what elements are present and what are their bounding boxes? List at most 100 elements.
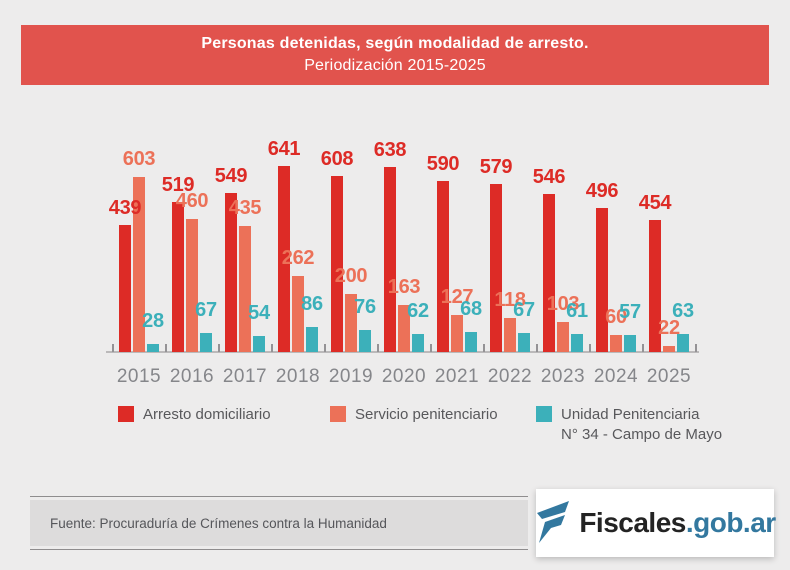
bar-fill bbox=[133, 177, 145, 352]
axis-tick bbox=[112, 344, 114, 352]
bar-value-label: 67 bbox=[513, 298, 535, 321]
bar-value-label: 68 bbox=[460, 298, 482, 321]
bar-value-label: 579 bbox=[479, 156, 513, 179]
bar-value-label: 62 bbox=[407, 300, 429, 323]
bar-group-2021: 590 127 68 bbox=[427, 153, 482, 352]
bar-servicio-penitenciario-2025: 22 bbox=[658, 317, 680, 352]
source-text: Fuente: Procuraduría de Crímenes contra … bbox=[50, 515, 387, 531]
axis-tick bbox=[165, 344, 167, 352]
bar-arresto-domiciliario-2017: 549 bbox=[215, 165, 248, 352]
bar-value-label: 590 bbox=[426, 152, 460, 175]
x-axis-label-2017: 2017 bbox=[222, 366, 268, 387]
bar-value-label: 200 bbox=[334, 265, 368, 287]
logo-wordmark: Fiscales.gob.ar bbox=[579, 507, 776, 539]
bar-arresto-domiciliario-2021: 590 bbox=[427, 153, 460, 352]
bar-group-2016: 519 460 67 bbox=[162, 174, 217, 352]
bar-fill bbox=[306, 327, 318, 352]
axis-tick bbox=[218, 344, 220, 352]
bar-value-label: 454 bbox=[638, 192, 672, 215]
chart-subtitle: Periodización 2015-2025 bbox=[304, 57, 486, 74]
bar-fill bbox=[624, 335, 636, 352]
bar-arresto-domiciliario-2015: 439 bbox=[109, 197, 142, 352]
legend-item-servicio-penitenciario: Servicio penitenciario bbox=[330, 405, 498, 425]
bar-arresto-domiciliario-2022: 579 bbox=[480, 156, 513, 352]
bar-arresto-domiciliario-2024: 496 bbox=[586, 180, 619, 352]
bar-group-2018: 641 262 86 bbox=[268, 138, 323, 352]
source-note: Fuente: Procuraduría de Crímenes contra … bbox=[30, 500, 528, 546]
x-axis-label-2024: 2024 bbox=[593, 366, 639, 387]
bar-fill bbox=[200, 332, 212, 352]
bar-value-label: 496 bbox=[585, 180, 619, 203]
legend-item-unidad-penitenciaria: Unidad Penitenciaria N° 34 - Campo de Ma… bbox=[536, 405, 722, 444]
bar-value-label: 57 bbox=[619, 301, 641, 324]
bar-fill bbox=[253, 336, 265, 352]
x-axis-label-2020: 2020 bbox=[381, 366, 427, 387]
bar-unidad-penitenciaria-2020: 62 bbox=[407, 300, 429, 352]
legend-swatch-teal bbox=[536, 406, 552, 422]
chart-title: Personas detenidas, según modalidad de a… bbox=[201, 35, 589, 53]
bar-unidad-penitenciaria-2021: 68 bbox=[460, 298, 482, 352]
bar-servicio-penitenciario-2021: 127 bbox=[441, 286, 474, 352]
logo-suffix: .gob.ar bbox=[685, 507, 776, 538]
bar-servicio-penitenciario-2015: 603 bbox=[123, 148, 156, 352]
bar-fill bbox=[437, 180, 449, 352]
bar-fill bbox=[345, 294, 357, 352]
legend-label: Unidad Penitenciaria N° 34 - Campo de Ma… bbox=[561, 406, 723, 443]
x-axis-label-2019: 2019 bbox=[328, 366, 374, 387]
bar-fill bbox=[172, 201, 184, 352]
bar-fill bbox=[663, 345, 675, 352]
bar-value-label: 67 bbox=[195, 298, 217, 321]
bar-value-label: 460 bbox=[175, 189, 209, 212]
bar-fill bbox=[147, 343, 159, 352]
bar-arresto-domiciliario-2016: 519 bbox=[162, 174, 195, 352]
x-axis-label-2022: 2022 bbox=[487, 366, 533, 387]
bar-group-2024: 496 60 57 bbox=[586, 180, 641, 352]
divider-bottom bbox=[30, 549, 528, 550]
bar-value-label: 608 bbox=[320, 147, 354, 170]
bar-arresto-domiciliario-2025: 454 bbox=[639, 192, 672, 352]
bar-value-label: 61 bbox=[566, 300, 588, 323]
axis-tick bbox=[695, 344, 697, 352]
bar-group-2025: 454 22 63 bbox=[639, 192, 694, 352]
x-axis-label-2018: 2018 bbox=[275, 366, 321, 387]
bar-unidad-penitenciaria-2016: 67 bbox=[195, 299, 217, 352]
bar-value-label: 546 bbox=[532, 165, 566, 188]
bar-fill bbox=[384, 166, 396, 352]
bar-servicio-penitenciario-2023: 103 bbox=[547, 293, 580, 352]
bar-group-2020: 638 163 62 bbox=[374, 139, 429, 352]
bar-value-label: 76 bbox=[354, 295, 376, 318]
bar-value-label: 127 bbox=[440, 286, 474, 309]
bar-fill bbox=[490, 184, 502, 352]
bar-fill bbox=[186, 218, 198, 352]
bar-fill bbox=[239, 225, 251, 352]
bar-servicio-penitenciario-2017: 435 bbox=[229, 197, 262, 352]
axis-tick bbox=[324, 344, 326, 352]
bar-fill bbox=[677, 333, 689, 352]
bar-fill bbox=[610, 334, 622, 352]
legend-swatch-red bbox=[118, 406, 134, 422]
bar-value-label: 519 bbox=[161, 173, 195, 196]
bar-value-label: 549 bbox=[214, 164, 248, 187]
x-axis-label-2021: 2021 bbox=[434, 366, 480, 387]
bar-fill bbox=[398, 304, 410, 352]
bar-fill bbox=[518, 332, 530, 352]
bar-value-label: 63 bbox=[672, 299, 694, 322]
axis-tick bbox=[536, 344, 538, 352]
bar-fill bbox=[557, 322, 569, 352]
bar-unidad-penitenciaria-2018: 86 bbox=[301, 293, 323, 352]
bar-value-label: 638 bbox=[373, 138, 407, 161]
logo-name: Fiscales bbox=[579, 507, 686, 538]
bar-unidad-penitenciaria-2015: 28 bbox=[142, 310, 164, 352]
bar-group-2015: 439 603 28 bbox=[109, 148, 164, 352]
bar-value-label: 163 bbox=[387, 275, 421, 298]
bar-fill bbox=[359, 329, 371, 352]
bar-value-label: 22 bbox=[658, 316, 680, 339]
bar-fill bbox=[596, 208, 608, 352]
legend-label: Arresto domiciliario bbox=[143, 406, 271, 423]
x-axis-labels: 2015 2016 2017 2018 2019 2020 2021 2022 2023 2024… bbox=[117, 366, 691, 388]
bar-servicio-penitenciario-2018: 262 bbox=[282, 247, 315, 352]
bar-unidad-penitenciaria-2024: 57 bbox=[619, 301, 641, 352]
bar-arresto-domiciliario-2018: 641 bbox=[268, 138, 301, 352]
bar-unidad-penitenciaria-2023: 61 bbox=[566, 300, 588, 352]
bars-area: 439 603 28 519 460 67 549 435 54 641 262 86 608 200 76… bbox=[109, 138, 694, 352]
